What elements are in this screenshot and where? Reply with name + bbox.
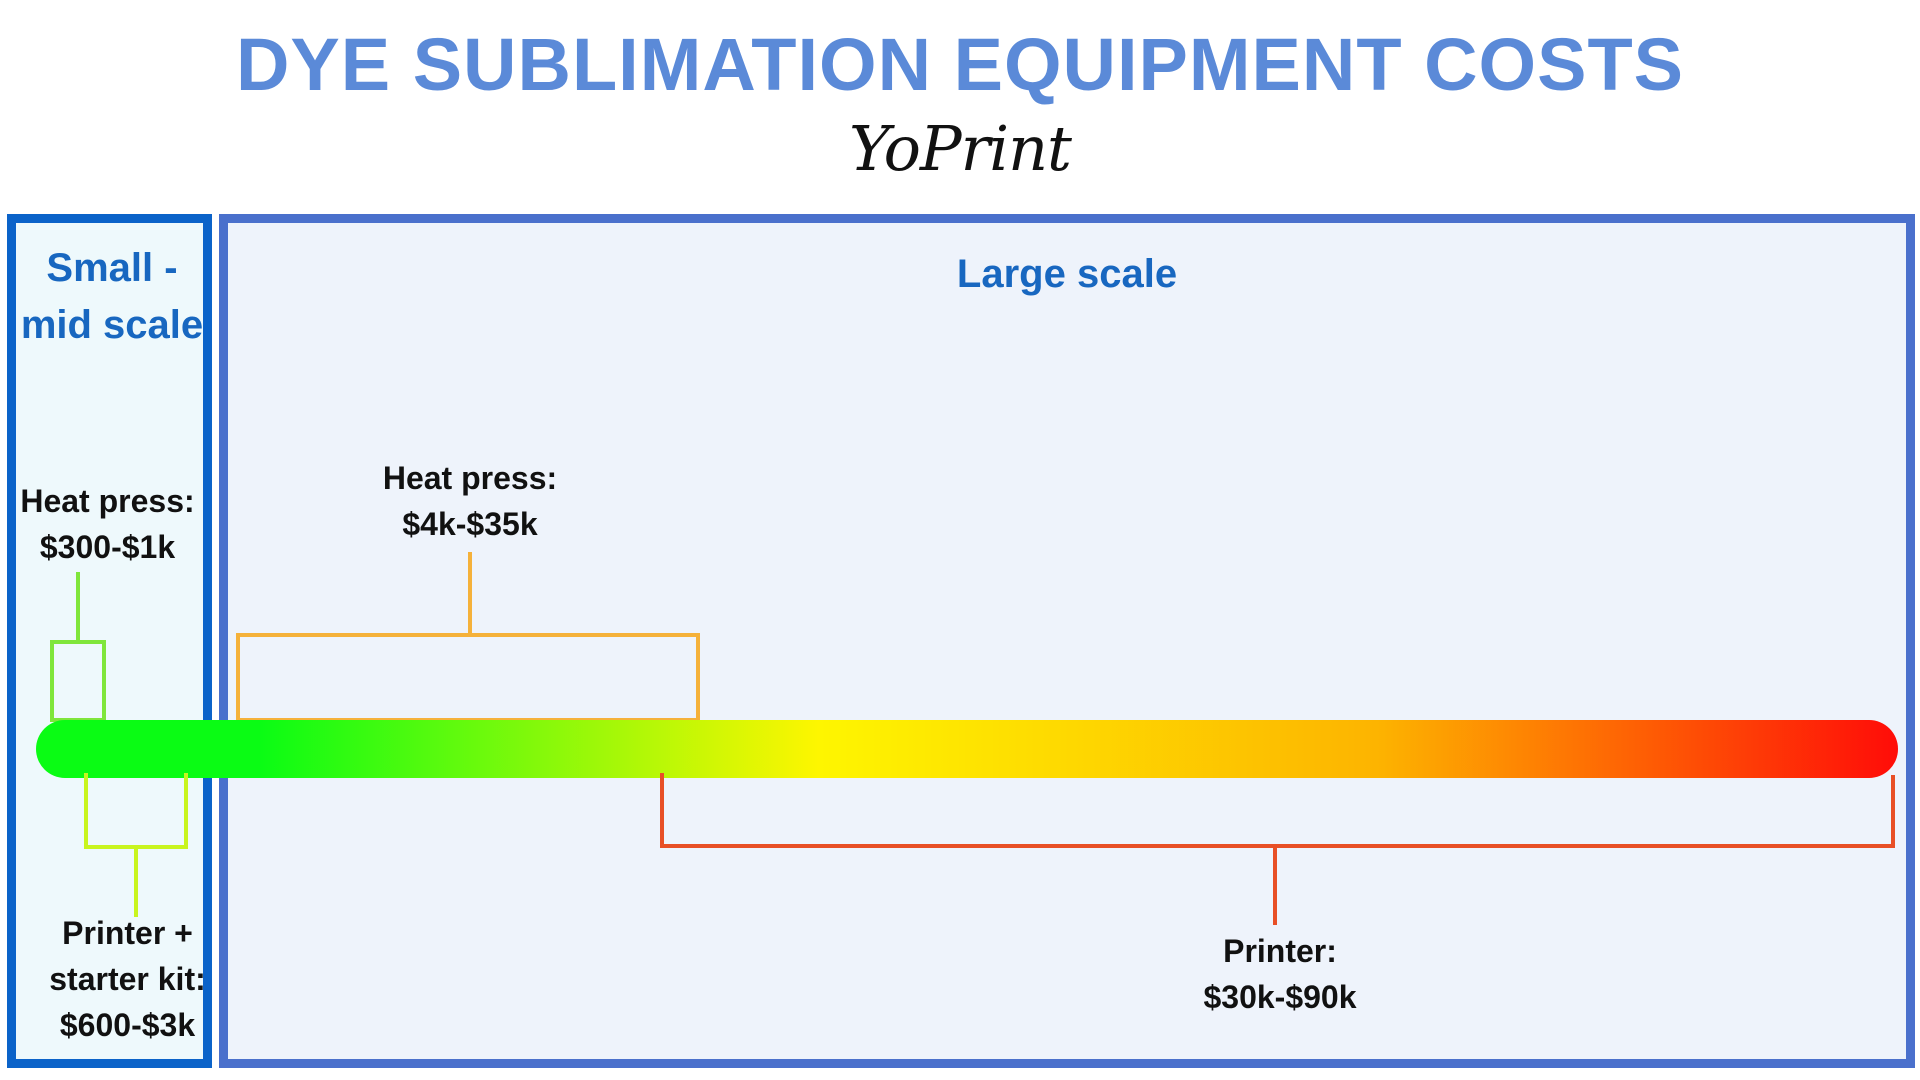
small-printer-price: $600-$3k [59,1007,196,1043]
small-mid-scale-title: Small - mid scale [7,240,217,354]
small-heat-press-price: $300-$1k [39,529,176,565]
small-printer-label: Printer + starter kit: $600-$3k [20,910,235,1048]
small-title-line-2: mid scale [20,303,204,347]
small-heat-press-name: Heat press: [20,483,195,519]
large-heat-press-label: Heat press: $4k-$35k [330,455,610,547]
small-heat-press-bracket [50,572,106,722]
large-printer-bracket [660,773,1895,925]
large-printer-price: $30k-$90k [1203,979,1357,1015]
large-scale-panel [219,214,1915,1068]
small-title-line-1: Small - [46,246,178,290]
large-heat-press-bracket [236,552,700,722]
large-heat-press-price: $4k-$35k [402,506,538,542]
large-printer-label: Printer: $30k-$90k [1130,928,1430,1020]
small-heat-press-label: Heat press: $300-$1k [0,478,215,570]
small-mid-scale-panel [7,214,212,1068]
page-title: DYE SUBLIMATION EQUIPMENT COSTS [235,23,1685,106]
cost-gradient-bar [36,720,1898,778]
large-printer-name: Printer: [1223,933,1337,969]
small-printer-name-1: Printer + [62,915,193,951]
large-scale-title: Large scale [956,252,1178,296]
large-heat-press-name: Heat press: [382,460,558,496]
small-printer-name-2: starter kit: [49,961,206,997]
brand-logo: YoPrint [849,112,1072,185]
small-printer-bracket [84,773,188,917]
